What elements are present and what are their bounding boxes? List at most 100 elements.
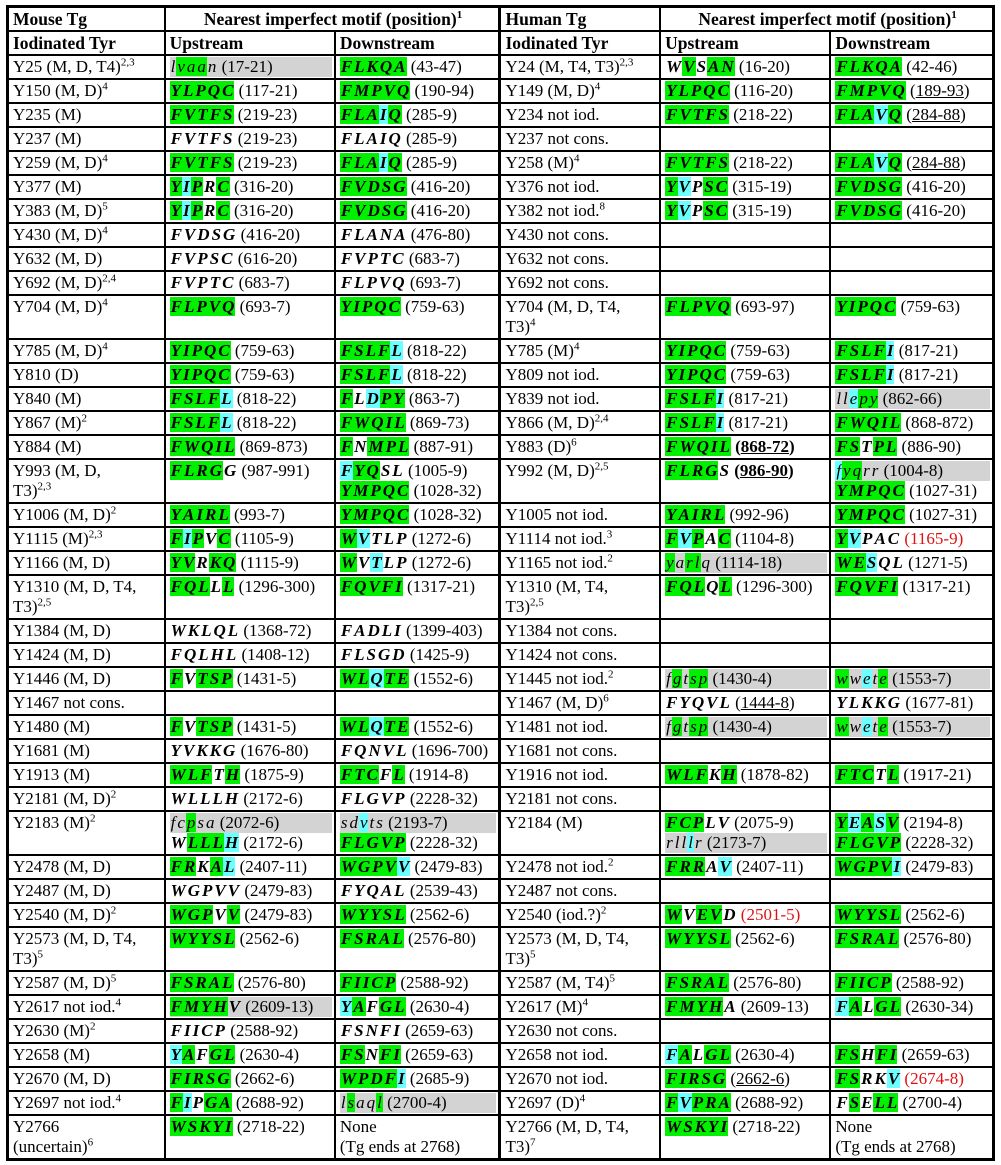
motif-letter: S [380, 461, 391, 480]
motif-letter: F [208, 153, 223, 172]
tyr-label-cell: Y2617 (M)4 [498, 994, 662, 1020]
motif-letter: Q [891, 81, 906, 100]
motif-letter: Y [170, 741, 181, 760]
motif-letter: Q [706, 577, 719, 596]
motif-position: (285-9) [406, 129, 458, 148]
motif-letter: P [202, 881, 213, 900]
tyr-label-cell: Y883 (D)6 [498, 434, 662, 460]
motif-letter: F [169, 297, 183, 316]
motif-letter: A [207, 973, 222, 992]
motif-letter: S [353, 929, 365, 948]
motif-letter: F [665, 997, 679, 1016]
motif-letter: F [340, 621, 353, 640]
motif-letter: d [349, 813, 358, 832]
motif-letter: s [689, 717, 698, 736]
motif-letter: S [678, 389, 690, 408]
motif-letter: F [835, 105, 849, 124]
motif-letter: F [836, 1093, 848, 1112]
motif-letter: L [364, 341, 378, 360]
motif-letter: D [366, 177, 381, 196]
tyr-label-cell: Y382 not iod.8 [498, 198, 662, 224]
motif-letter: y [868, 389, 879, 408]
motif-letter: F [170, 225, 182, 244]
table-row: Y377 (M) Y I P R C (316-20) F V D S G (416-20) Y376… [6, 174, 995, 200]
motif-letter: P [691, 1093, 705, 1112]
table-row: Y704 (M, D)4 F L P V Q (693-7) Y I P Q C (759-63) Y… [6, 294, 995, 340]
motif-letter: L [356, 669, 370, 688]
motif-letter: S [703, 177, 715, 196]
motif-letter: L [689, 413, 703, 432]
tyr-label-sup: 7 [530, 1136, 536, 1149]
motif-position: (2718-22) [732, 1117, 801, 1136]
motif-letter: f [170, 813, 176, 832]
motif-letter: G [223, 225, 236, 244]
motif-letter: P [879, 973, 892, 992]
motif-letter: L [678, 297, 691, 316]
table-row: Y1913 (M) W L F T H (1875-9) F T C F L (1914-8) Y19… [6, 762, 995, 788]
downstream-motif-cell [829, 878, 995, 904]
motif-letter: K [708, 765, 721, 784]
plain-text-line: (Tg ends at 2768) [835, 1137, 956, 1156]
motif-letter: G [861, 833, 876, 852]
motif-letter: Y [169, 1045, 182, 1064]
motif-letter: F [835, 929, 849, 948]
motif-letter: A [365, 153, 379, 172]
motif-letter: P [369, 481, 382, 500]
motif-letter: W [353, 413, 371, 432]
motif-position: (2685-9) [409, 1069, 470, 1088]
motif-letter: L [353, 833, 366, 852]
motif-letter: G [704, 1045, 719, 1064]
motif-letter: L [396, 741, 407, 760]
motif-letter: C [716, 81, 730, 100]
motif-letter: F [170, 273, 182, 292]
tyr-label-sup: 4 [594, 80, 601, 93]
motif-letter: I [183, 1021, 191, 1040]
upstream-motif-cell [659, 738, 832, 764]
motif-letter: H [707, 997, 724, 1016]
motif-position: (2630-4) [239, 1045, 300, 1064]
downstream-motif-cell: None (Tg ends at 2768) [333, 1114, 501, 1161]
tyr-label-sup: 2 [89, 1020, 96, 1033]
tyr-label-cell: Y1310 (M, T4, T3)2,5 [498, 574, 662, 620]
motif-position: (818-22) [236, 389, 297, 408]
motif-letter: I [182, 1093, 192, 1112]
motif-letter: K [209, 741, 222, 760]
motif-letter: Q [373, 297, 388, 316]
tyr-label-cell: Y2487 (M, D) [6, 878, 166, 904]
tyr-label-cell: Y704 (M, D)4 [6, 294, 166, 340]
motif-letter: A [365, 105, 379, 124]
motif-position: (759-63) [730, 341, 790, 360]
motif-letter: F [339, 81, 354, 100]
motif-letter: y [842, 461, 852, 480]
motif-letter: F [366, 997, 378, 1016]
motif-letter: W [182, 437, 201, 456]
motif-letter: I [182, 177, 191, 196]
table-row: Y150 (M, D)4 Y L P Q C (117-21) F M P V Q (190-94)… [6, 78, 995, 104]
motif-letter: F [665, 857, 679, 876]
motif-position: (2562-6) [239, 929, 300, 948]
motif-letter: A [678, 1045, 692, 1064]
motif-letter: G [378, 997, 394, 1016]
motif-position: (315-19) [732, 177, 792, 196]
motif-letter: L [860, 365, 873, 384]
motif-letter: e [862, 669, 872, 688]
motif-letter: F [835, 577, 849, 596]
